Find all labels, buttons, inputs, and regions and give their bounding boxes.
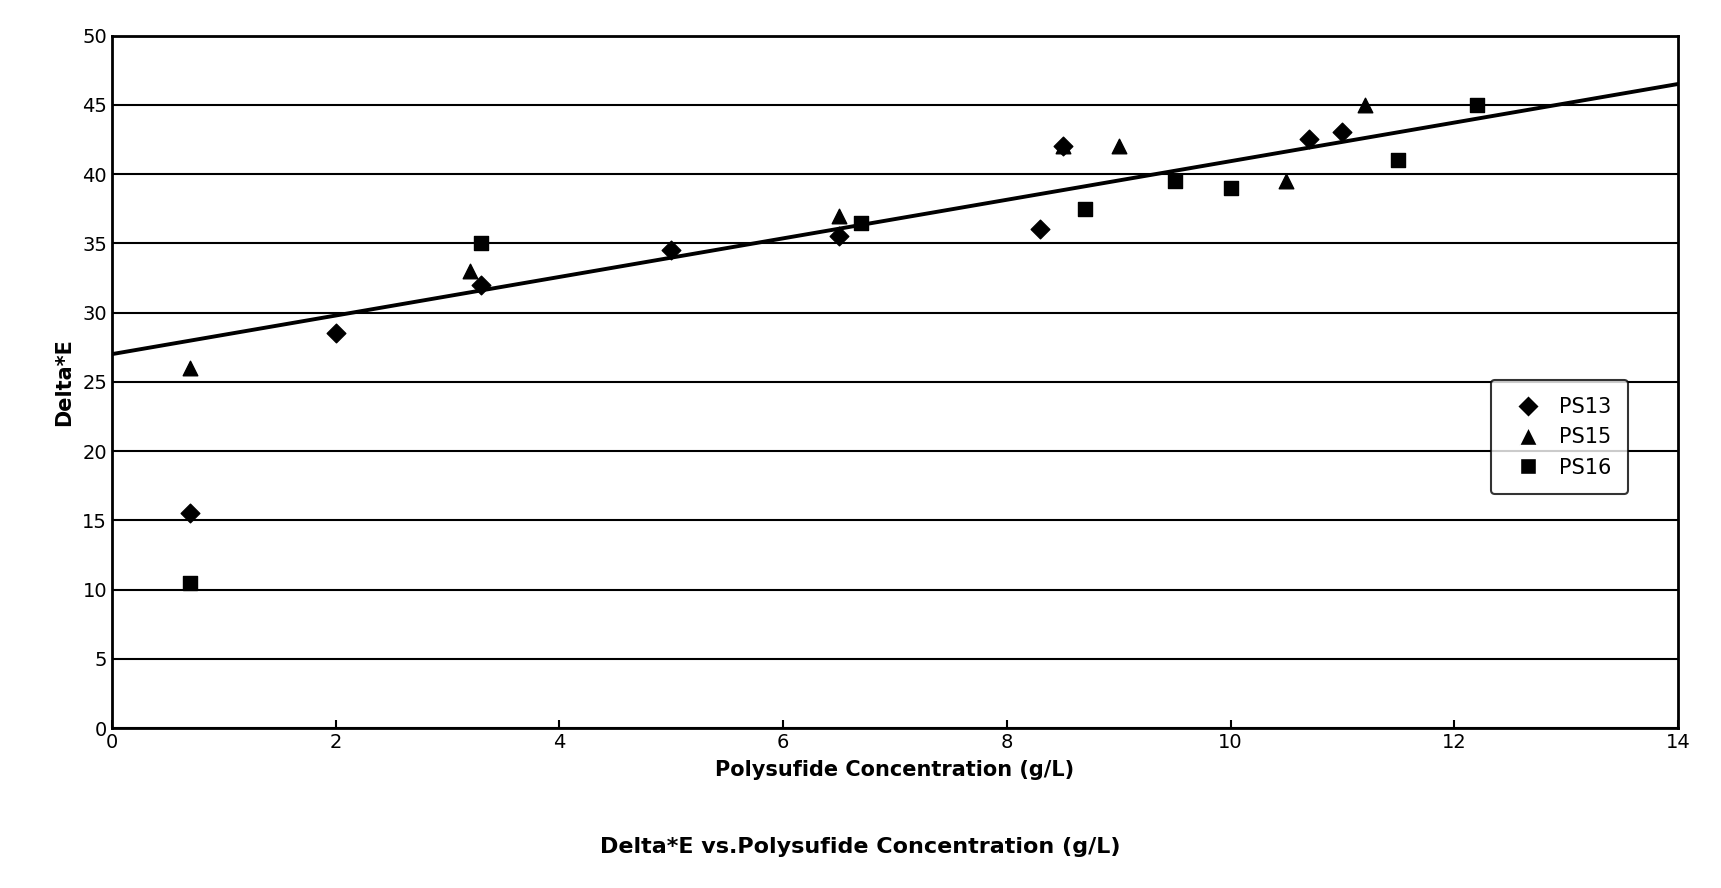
- PS16: [176, 575, 203, 590]
- Y-axis label: Delta*E: Delta*E: [53, 338, 74, 425]
- PS16: [1160, 174, 1187, 188]
- PS16: [847, 216, 874, 230]
- PS13: [1329, 125, 1356, 139]
- Text: Delta*E vs.Polysufide Concentration (g/L): Delta*E vs.Polysufide Concentration (g/L…: [601, 836, 1120, 857]
- PS16: [1217, 181, 1244, 195]
- X-axis label: Polysufide Concentration (g/L): Polysufide Concentration (g/L): [716, 760, 1074, 781]
- PS13: [657, 243, 685, 258]
- PS15: [176, 361, 203, 375]
- PS13: [1048, 139, 1076, 154]
- PS13: [1294, 132, 1322, 147]
- PS16: [1384, 153, 1411, 167]
- PS15: [1048, 139, 1076, 154]
- PS15: [1351, 98, 1379, 112]
- PS13: [322, 326, 349, 340]
- PS16: [466, 236, 494, 250]
- PS16: [1463, 98, 1490, 112]
- PS16: [1070, 202, 1098, 216]
- PS13: [1026, 222, 1053, 236]
- PS15: [1272, 174, 1299, 188]
- PS13: [176, 506, 203, 520]
- PS15: [1105, 139, 1132, 154]
- PS13: [466, 278, 494, 292]
- PS15: [824, 209, 852, 223]
- PS13: [824, 229, 852, 243]
- PS15: [456, 264, 484, 278]
- Legend: PS13, PS15, PS16: PS13, PS15, PS16: [1490, 380, 1628, 495]
